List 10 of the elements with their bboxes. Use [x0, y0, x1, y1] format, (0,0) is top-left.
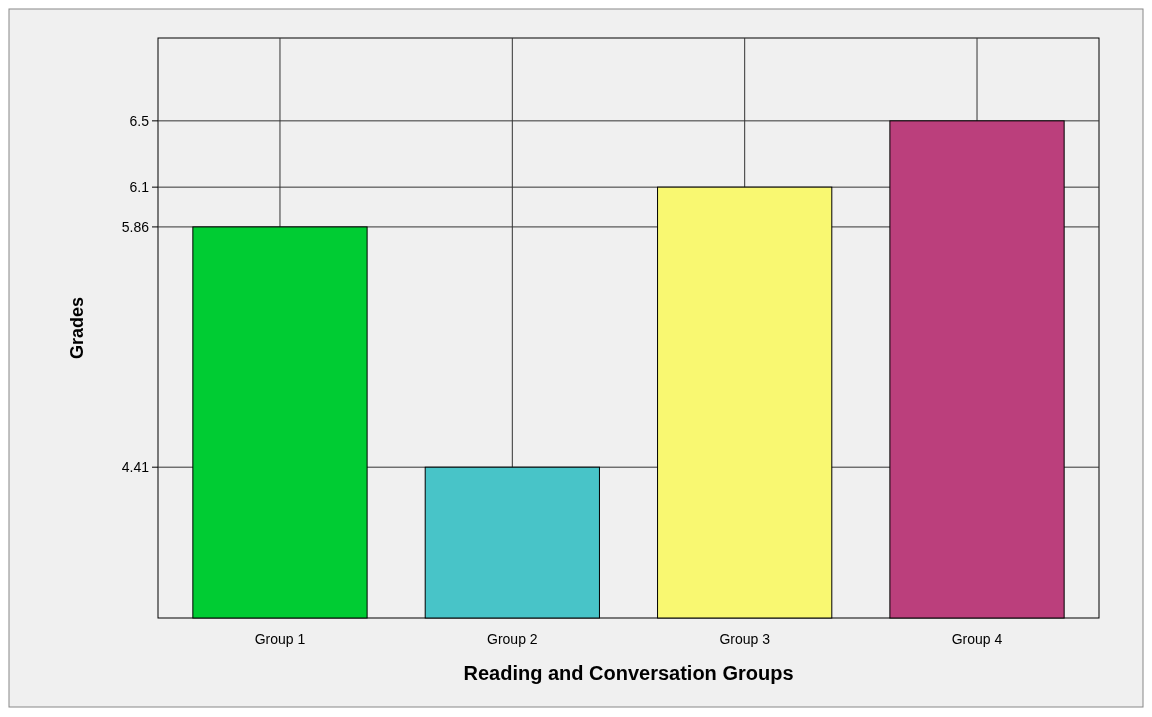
y-tick-label: 6.5: [129, 112, 150, 129]
x-tick-label: Group 4: [951, 631, 1003, 647]
x-tick-label: Group 2: [487, 631, 538, 647]
x-tick-label: Group 1: [254, 631, 306, 647]
y-tick-label: 5.86: [121, 218, 150, 235]
y-axis-title: Grades: [67, 296, 87, 360]
x-tick-label: Group 3: [719, 631, 771, 647]
y-tick-label: 4.41: [121, 459, 150, 476]
y-tick-label: 6.1: [129, 179, 150, 196]
x-axis-title: Reading and Conversation Groups: [463, 662, 794, 684]
